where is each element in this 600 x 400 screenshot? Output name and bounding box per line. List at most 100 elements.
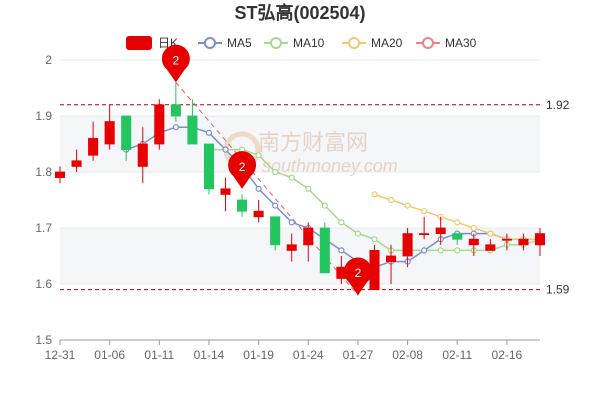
candle [534,228,546,256]
reference-line-label: 1.92 [546,98,570,112]
ma5-point [172,124,179,131]
reference-lines: 1.92 1.59 [60,98,570,297]
candle [435,216,446,245]
candle-body [170,104,181,117]
x-tick-label: 02-11 [442,348,472,362]
legend-item-ma5[interactable]: MA5 [198,36,252,50]
ma10-point [288,174,295,181]
x-axis: 12-31 01-06 01-11 01-14 01-19 01-24 01-27 02-08… [45,339,540,362]
candle [452,233,463,245]
candle-body [518,238,529,246]
watermark-subtext: southmoney.com [262,156,398,176]
ma10-point [305,185,312,192]
legend-label: MA5 [227,36,252,50]
candle [203,143,215,195]
ma10-point [354,230,362,237]
candle-body [220,188,231,195]
legend-label: MA30 [445,36,477,50]
legend-marker-icon [422,37,434,49]
candle-body [88,137,99,156]
legend-marker-icon [270,37,282,49]
ma20-point [421,208,428,215]
candle [170,82,181,122]
x-tick-label: 01-27 [343,348,374,362]
x-tick-label: 12-31 [45,348,76,362]
candle-body [485,244,496,251]
candle [319,222,330,274]
candle [286,233,297,262]
candle [303,222,314,262]
candle-body [319,227,330,274]
candle-body [54,171,66,178]
ma5-point [205,129,213,136]
candle-body [303,227,314,246]
ma10-point [255,152,262,159]
candle-body [435,227,446,234]
candle [54,166,66,184]
candle [253,200,264,223]
candle [468,233,479,256]
candle-body [237,199,248,212]
marker-pin: 2 [343,257,372,296]
legend-item-ma30[interactable]: MA30 [416,36,477,50]
plot-band [60,228,540,284]
y-axis: 1.5 1.6 1.7 1.8 1.9 2 [35,53,52,347]
candle-body [270,216,281,246]
legend-marker-icon [348,37,360,49]
ma20-point [404,202,411,209]
legend-label: MA10 [293,36,325,50]
candle [71,149,82,172]
x-tick-label: 01-19 [243,348,274,362]
candle [501,233,512,251]
candle-body [203,143,215,190]
candle-body [137,143,148,167]
x-tick-label: 02-08 [392,348,423,362]
y-tick-label: 1.5 [35,333,52,347]
candle-body [452,233,463,240]
candle-body [419,233,430,236]
ma5-point [421,247,428,254]
chart-title: ST弘高(002504) [234,2,365,23]
trend-line [175,82,359,296]
candle [154,99,165,150]
x-tick-label: 01-14 [194,348,225,362]
marker-pin-shape [343,257,372,296]
ma5-point [288,219,295,226]
candle-body [402,233,413,257]
candle [270,216,281,251]
candle-body [154,104,165,145]
legend-item-ma10[interactable]: MA10 [264,36,325,50]
candle [419,216,430,240]
ma5-point [338,247,345,254]
legend[interactable]: 日K MA5 MA10 MA20 MA30 [126,36,477,50]
x-tick-label: 01-11 [144,348,174,362]
candle-body [121,115,132,150]
ma10-point [454,247,461,254]
candle-body [286,244,297,251]
grid [60,59,540,341]
marker-pin-label: 2 [173,53,180,67]
ma20-point [470,224,477,232]
candle-body [104,121,115,145]
y-tick-label: 1.6 [35,277,52,291]
ma20-point [454,219,461,226]
y-tick-label: 1.9 [35,109,52,123]
legend-item-ma20[interactable]: MA20 [342,36,403,50]
ma20-point [487,230,494,237]
candle [220,177,231,212]
candle-body [253,210,264,218]
legend-marker-icon [204,37,216,49]
y-tick-label: 1.7 [35,221,52,235]
candles [54,82,546,296]
candle [385,244,397,284]
candle-body [71,160,82,167]
candle [485,239,496,251]
legend-candle-icon [126,36,152,50]
ma10-point [437,247,444,254]
ma5-point [272,202,279,209]
marker-pin: 2 [161,44,190,83]
ma10-point [338,219,345,226]
watermark-text: 南方财富网 [258,130,368,155]
